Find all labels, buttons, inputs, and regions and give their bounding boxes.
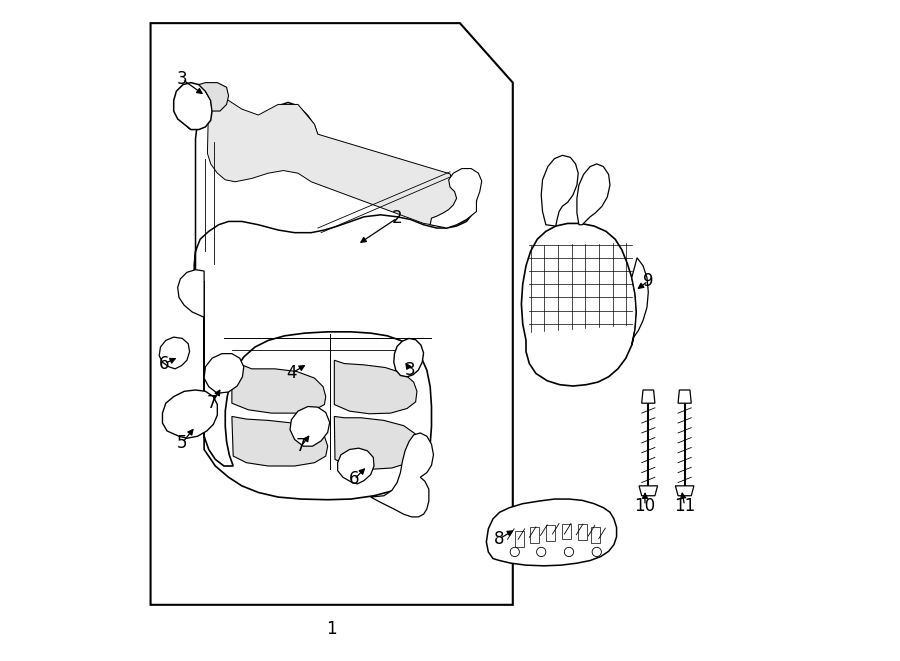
Text: 9: 9 xyxy=(643,272,653,290)
Polygon shape xyxy=(338,448,374,484)
Polygon shape xyxy=(430,169,482,228)
Circle shape xyxy=(402,341,414,353)
Polygon shape xyxy=(642,390,655,403)
Polygon shape xyxy=(394,338,424,377)
Circle shape xyxy=(301,417,320,436)
Text: 10: 10 xyxy=(634,496,655,515)
Polygon shape xyxy=(521,223,636,386)
Polygon shape xyxy=(232,360,326,413)
Circle shape xyxy=(592,547,601,557)
Circle shape xyxy=(403,355,414,366)
Circle shape xyxy=(185,87,199,100)
Circle shape xyxy=(510,547,519,557)
Circle shape xyxy=(214,362,234,381)
Polygon shape xyxy=(199,83,229,111)
Polygon shape xyxy=(541,155,578,226)
Text: 7: 7 xyxy=(207,394,217,412)
Text: 5: 5 xyxy=(177,434,187,452)
Bar xyxy=(578,524,587,540)
Polygon shape xyxy=(639,486,658,496)
Polygon shape xyxy=(207,96,466,227)
Polygon shape xyxy=(334,416,418,469)
Text: 4: 4 xyxy=(286,364,297,383)
Polygon shape xyxy=(486,499,617,566)
Polygon shape xyxy=(371,433,434,517)
Polygon shape xyxy=(194,96,476,284)
Bar xyxy=(530,527,539,543)
Bar xyxy=(515,531,524,547)
Text: 7: 7 xyxy=(296,437,307,455)
Polygon shape xyxy=(678,390,691,403)
Polygon shape xyxy=(632,258,648,345)
Circle shape xyxy=(197,395,207,405)
Text: 11: 11 xyxy=(674,496,696,515)
Polygon shape xyxy=(150,23,513,605)
Polygon shape xyxy=(232,416,328,466)
Text: 6: 6 xyxy=(349,470,359,488)
Text: 6: 6 xyxy=(159,354,170,373)
Polygon shape xyxy=(163,390,217,438)
Circle shape xyxy=(186,106,198,118)
Circle shape xyxy=(536,547,545,557)
Polygon shape xyxy=(290,407,329,446)
Text: 3: 3 xyxy=(405,361,416,379)
Polygon shape xyxy=(204,354,244,393)
Polygon shape xyxy=(204,281,431,500)
Polygon shape xyxy=(577,164,610,225)
Circle shape xyxy=(564,547,573,557)
Polygon shape xyxy=(177,270,204,317)
Text: 3: 3 xyxy=(177,70,187,89)
Circle shape xyxy=(187,119,197,130)
Text: 8: 8 xyxy=(494,529,505,548)
Bar xyxy=(562,524,571,539)
Polygon shape xyxy=(159,337,190,369)
Polygon shape xyxy=(334,360,417,414)
Polygon shape xyxy=(174,83,212,130)
Polygon shape xyxy=(675,486,694,496)
Bar xyxy=(590,527,600,543)
Bar xyxy=(545,525,555,541)
Text: 1: 1 xyxy=(326,620,337,639)
Circle shape xyxy=(180,395,191,405)
Text: 2: 2 xyxy=(392,209,402,227)
